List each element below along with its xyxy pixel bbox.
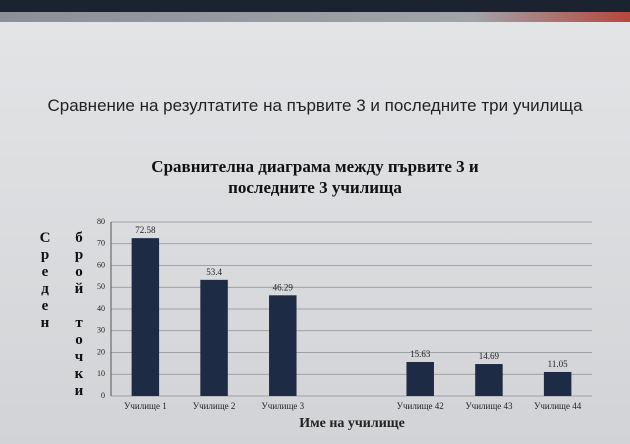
y-tick-label: 50 [97, 282, 105, 291]
data-label: 72.58 [135, 225, 156, 235]
y-tick-label: 60 [97, 260, 105, 269]
y-axis-label: Среден брой точки [37, 230, 87, 400]
bar [200, 279, 228, 396]
y-tick-label: 20 [97, 347, 105, 356]
bar [406, 362, 434, 396]
bar [131, 238, 160, 396]
x-tick-label: Училище 1 [124, 401, 167, 411]
y-tick-label: 40 [97, 304, 105, 313]
data-label: 11.05 [548, 359, 568, 369]
y-tick-label: 80 [97, 217, 105, 226]
x-tick-label: Училище 42 [397, 401, 444, 411]
data-label: 46.29 [273, 282, 294, 292]
data-label: 14.69 [479, 351, 500, 361]
x-axis-label: Име на училище [299, 416, 405, 431]
bar [475, 364, 503, 396]
y-tick-label: 70 [97, 239, 105, 248]
bar [543, 371, 572, 396]
y-tick-label: 0 [101, 391, 105, 400]
x-tick-label: Училище 44 [534, 401, 582, 411]
data-label: 15.63 [410, 349, 431, 359]
accent-bar [0, 12, 630, 22]
x-tick-label: Училище 43 [465, 401, 513, 411]
slide-title: Сравнение на резултатите на първите 3 и … [47, 96, 583, 115]
chart-title: Сравнителна диаграма между първите 3 и п… [151, 157, 479, 197]
y-tick-label: 10 [97, 369, 105, 378]
data-label: 53.4 [206, 267, 222, 277]
y-tick-label: 30 [97, 326, 105, 335]
top-bar [0, 0, 630, 12]
bar [269, 295, 297, 396]
x-tick-label: Училище 3 [261, 401, 304, 411]
x-tick-label: Училище 2 [193, 401, 236, 411]
